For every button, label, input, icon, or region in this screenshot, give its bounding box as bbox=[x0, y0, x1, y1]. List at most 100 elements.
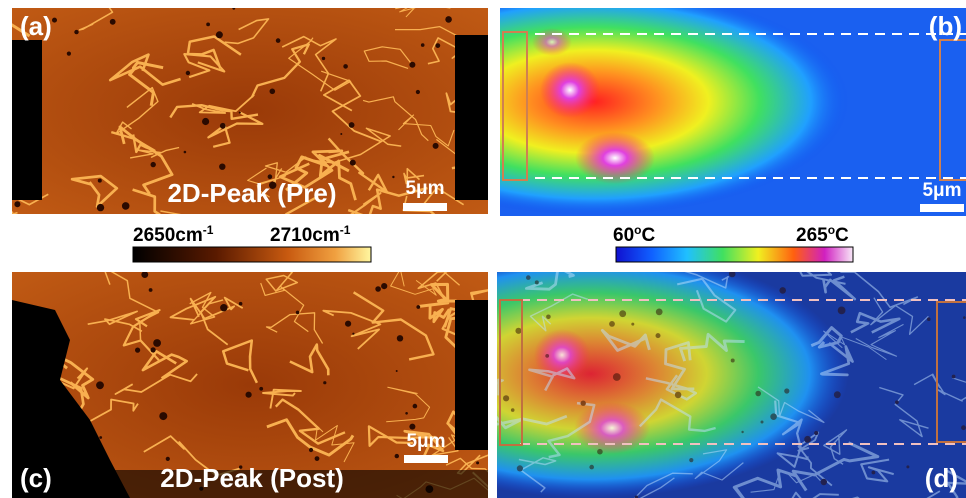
texture bbox=[220, 304, 227, 311]
texture bbox=[270, 89, 276, 95]
texture bbox=[151, 162, 156, 167]
texture bbox=[689, 458, 693, 462]
texture bbox=[97, 204, 104, 211]
texture bbox=[597, 449, 603, 455]
panel-b bbox=[500, 8, 966, 216]
scale-bar-label: 5μm bbox=[922, 180, 961, 201]
texture bbox=[186, 71, 190, 75]
texture bbox=[375, 286, 381, 292]
texture bbox=[433, 143, 439, 149]
texture bbox=[675, 392, 682, 399]
texture bbox=[259, 387, 263, 391]
texture bbox=[526, 275, 531, 280]
texture bbox=[435, 43, 440, 48]
texture bbox=[232, 7, 235, 10]
scale-bar-label: 5μm bbox=[406, 431, 445, 452]
texture bbox=[206, 23, 210, 27]
texture bbox=[219, 164, 225, 170]
texture bbox=[396, 370, 398, 372]
texture bbox=[343, 64, 348, 69]
colorbar bbox=[133, 247, 371, 262]
texture bbox=[511, 408, 515, 412]
texture bbox=[503, 395, 509, 401]
texture bbox=[656, 309, 663, 316]
texture bbox=[515, 328, 521, 334]
texture bbox=[141, 271, 148, 278]
texture bbox=[345, 321, 351, 327]
texture bbox=[395, 454, 399, 458]
texture bbox=[619, 310, 626, 317]
texture bbox=[546, 315, 551, 320]
texture bbox=[159, 412, 167, 420]
texture bbox=[535, 280, 539, 284]
texture bbox=[872, 471, 876, 475]
texture bbox=[963, 316, 966, 319]
texture bbox=[246, 392, 252, 398]
texture bbox=[153, 339, 161, 347]
texture bbox=[656, 333, 661, 338]
texture bbox=[135, 348, 140, 353]
texture bbox=[761, 421, 764, 424]
texture bbox=[349, 122, 355, 128]
texture bbox=[96, 381, 104, 389]
texture bbox=[239, 302, 243, 306]
texture bbox=[352, 333, 354, 335]
texture bbox=[838, 307, 846, 315]
texture bbox=[409, 62, 415, 68]
texture bbox=[729, 271, 736, 278]
scale-bar bbox=[404, 455, 448, 463]
texture bbox=[545, 354, 549, 358]
texture bbox=[14, 201, 20, 207]
scale-bar-label: 5μm bbox=[405, 178, 444, 199]
texture bbox=[397, 335, 403, 341]
texture bbox=[98, 179, 102, 183]
panel-label: (b) bbox=[929, 11, 962, 41]
texture bbox=[421, 43, 425, 47]
texture bbox=[315, 456, 320, 461]
texture bbox=[631, 323, 634, 326]
panel-c bbox=[0, 233, 531, 498]
texture bbox=[814, 431, 818, 435]
texture bbox=[67, 52, 71, 56]
texture bbox=[779, 287, 786, 294]
texture bbox=[99, 436, 102, 439]
texture bbox=[589, 465, 594, 470]
texture bbox=[755, 391, 761, 397]
texture bbox=[0, 127, 13, 167]
texture bbox=[309, 448, 313, 452]
texture bbox=[804, 436, 811, 443]
panel-a bbox=[0, 0, 511, 250]
texture bbox=[927, 317, 931, 321]
texture bbox=[952, 375, 956, 379]
texture bbox=[906, 465, 909, 468]
texture bbox=[609, 321, 615, 327]
panel-label: (d) bbox=[925, 463, 958, 493]
texture bbox=[340, 133, 342, 135]
texture bbox=[220, 123, 226, 129]
texture bbox=[409, 424, 415, 430]
texture bbox=[821, 479, 827, 485]
texture bbox=[405, 412, 408, 415]
caption: 2D-Peak (Pre) bbox=[167, 178, 336, 208]
texture bbox=[166, 457, 170, 461]
texture bbox=[413, 404, 418, 409]
texture bbox=[445, 16, 452, 23]
texture bbox=[416, 90, 420, 94]
panel-d bbox=[472, 241, 966, 498]
texture bbox=[961, 425, 966, 430]
texture bbox=[149, 288, 153, 292]
texture bbox=[184, 151, 187, 154]
panel-label: (c) bbox=[20, 463, 52, 493]
texture bbox=[731, 359, 735, 363]
colorbar-max-label: 265oC bbox=[796, 223, 849, 246]
colorbar-max-label: 2710cm-1 bbox=[270, 223, 351, 246]
texture bbox=[122, 202, 130, 210]
panel-label: (a) bbox=[20, 11, 52, 41]
texture bbox=[770, 413, 777, 420]
figure: (a) 2D-Peak (Pre) 5μm (b) 5μm 2650cm-1 2… bbox=[0, 0, 966, 498]
texture bbox=[350, 160, 356, 166]
texture bbox=[323, 381, 326, 384]
texture bbox=[381, 283, 387, 289]
texture bbox=[322, 57, 325, 60]
texture bbox=[239, 112, 241, 114]
